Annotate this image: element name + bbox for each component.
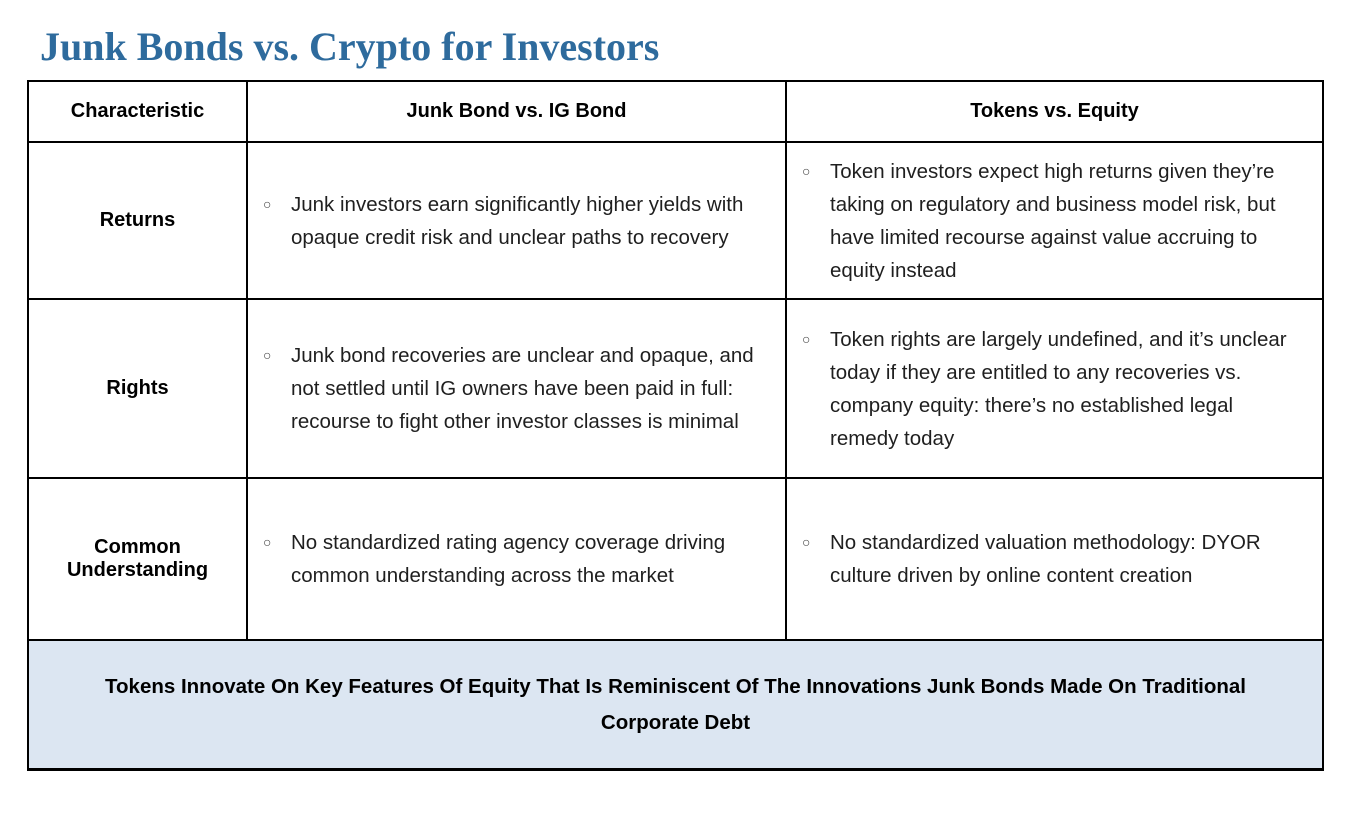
slide: Junk Bonds vs. Crypto for Investors Char… — [0, 24, 1347, 813]
cell-text: Token investors expect high returns give… — [830, 159, 1276, 282]
cell-returns-junk-bond: ○ Junk investors earn significantly high… — [248, 143, 787, 298]
circle-bullet-icon: ○ — [263, 195, 272, 212]
circle-bullet-icon: ○ — [802, 534, 811, 550]
cell-text: No standardized rating agency coverage d… — [291, 531, 726, 587]
cell-returns-tokens: ○ Token investors expect high returns gi… — [787, 143, 1322, 298]
row-label-common-understanding: Common Understanding — [29, 479, 248, 639]
bullet-item: ○ Junk investors earn significantly high… — [260, 188, 769, 254]
column-header-junk-bond: Junk Bond vs. IG Bond — [248, 82, 787, 141]
cell-text: Token rights are largely undefined, and … — [830, 327, 1287, 450]
row-label-returns: Returns — [29, 143, 248, 298]
page-title: Junk Bonds vs. Crypto for Investors — [40, 24, 660, 69]
row-label-rights: Rights — [29, 300, 248, 477]
bullet-item: ○ No standardized rating agency coverage… — [260, 526, 769, 592]
bullet-item: ○ Token rights are largely undefined, an… — [799, 323, 1306, 455]
column-header-tokens: Tokens vs. Equity — [970, 100, 1139, 122]
table-row-common-understanding: Common Understanding ○ No standardized r… — [29, 479, 1322, 641]
cell-text: Junk bond recoveries are unclear and opa… — [291, 344, 754, 433]
circle-bullet-icon: ○ — [263, 534, 272, 550]
cell-rights-tokens: ○ Token rights are largely undefined, an… — [787, 300, 1322, 477]
table-header-row: Characteristic Junk Bond vs. IG Bond Tok… — [29, 82, 1322, 143]
footer-summary-text: Tokens Innovate On Key Features Of Equit… — [105, 674, 1246, 734]
cell-common-junk-bond: ○ No standardized rating agency coverage… — [248, 479, 787, 639]
circle-bullet-icon: ○ — [263, 347, 272, 363]
circle-bullet-icon: ○ — [802, 330, 811, 347]
cell-common-tokens: ○ No standardized valuation methodology:… — [787, 479, 1322, 639]
bullet-item: ○ No standardized valuation methodology:… — [799, 526, 1306, 592]
bullet-item: ○ Token investors expect high returns gi… — [799, 155, 1306, 287]
column-header-characteristic: Characteristic — [29, 82, 248, 141]
cell-text: No standardized valuation methodology: D… — [830, 531, 1261, 587]
cell-rights-junk-bond: ○ Junk bond recoveries are unclear and o… — [248, 300, 787, 477]
circle-bullet-icon: ○ — [802, 162, 811, 179]
table-footer-summary: Tokens Innovate On Key Features Of Equit… — [29, 641, 1322, 768]
comparison-table: Characteristic Junk Bond vs. IG Bond Tok… — [27, 80, 1324, 771]
bullet-item: ○ Junk bond recoveries are unclear and o… — [260, 339, 769, 438]
table-row-rights: Rights ○ Junk bond recoveries are unclea… — [29, 300, 1322, 479]
cell-text: Junk investors earn significantly higher… — [291, 192, 744, 249]
table-row-returns: Returns ○ Junk investors earn significan… — [29, 143, 1322, 300]
